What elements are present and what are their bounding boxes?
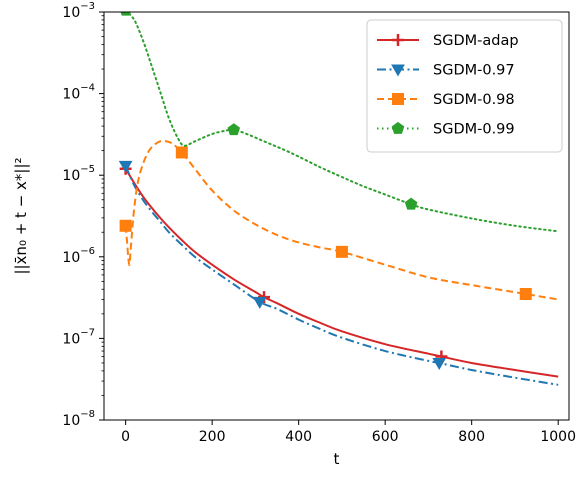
- legend-item: SGDM-0.97: [377, 63, 515, 79]
- series-marker: [119, 219, 132, 232]
- legend-item: SGDM-adap: [377, 33, 519, 49]
- series-marker: [252, 296, 267, 309]
- series-line: [124, 139, 559, 301]
- legend-label: SGDM-0.97: [433, 63, 515, 79]
- x-tick-label: 200: [199, 429, 226, 445]
- series-layer: [118, 12, 560, 386]
- x-tick-label: 1000: [540, 429, 576, 445]
- legend-marker: [391, 121, 405, 134]
- series-marker: [120, 12, 131, 16]
- series-line: [124, 168, 559, 378]
- legend-marker: [392, 34, 404, 46]
- y-tick-label: 10−5: [62, 164, 95, 184]
- series-marker: [175, 146, 188, 159]
- y-tick-label: 10−8: [62, 409, 95, 429]
- legend-marker: [392, 93, 404, 105]
- series-marker: [227, 123, 241, 136]
- y-tick-label: 10−4: [62, 83, 95, 103]
- x-tick-label: 800: [458, 429, 485, 445]
- series-marker: [118, 160, 133, 173]
- y-tick-label: 10−6: [62, 246, 95, 266]
- ticks-layer: 0 200 400 600 800 1000 10−8 10−7 10−6 10−5 10−4 10−…: [62, 1, 576, 445]
- legend-box: [366, 19, 563, 153]
- x-axis-label: t: [334, 450, 340, 468]
- series-marker: [335, 245, 348, 258]
- series-sgdm-0.98: [119, 139, 559, 301]
- legend-item: SGDM-0.98: [377, 92, 515, 108]
- series-sgdm-0.99: [120, 12, 560, 233]
- legend-label: SGDM-adap: [433, 33, 519, 49]
- legend-marker: [391, 64, 405, 77]
- legend-label: SGDM-0.99: [433, 122, 515, 138]
- y-tick-label: 10−7: [62, 327, 95, 347]
- series-marker: [432, 357, 447, 370]
- x-tick-label: 600: [372, 429, 399, 445]
- x-tick-label: 0: [121, 429, 130, 445]
- series-marker: [519, 288, 532, 301]
- series-sgdm-0.97: [118, 160, 559, 386]
- legend-label: SGDM-0.98: [433, 92, 515, 108]
- legend-item: SGDM-0.99: [377, 122, 515, 138]
- y-axis-label: ||x̄n₀ + t − x*||²: [12, 157, 30, 274]
- y-tick-label: 10−3: [62, 1, 95, 21]
- series-marker: [404, 197, 418, 210]
- x-tick-label: 400: [285, 429, 312, 445]
- legend: SGDM-adap SGDM-0.97 SGDM-0.98 SGDM-0.99: [366, 19, 563, 153]
- series-line: [124, 165, 559, 386]
- series-sgdm-adap: [119, 162, 559, 378]
- plot-frame: [103, 11, 570, 421]
